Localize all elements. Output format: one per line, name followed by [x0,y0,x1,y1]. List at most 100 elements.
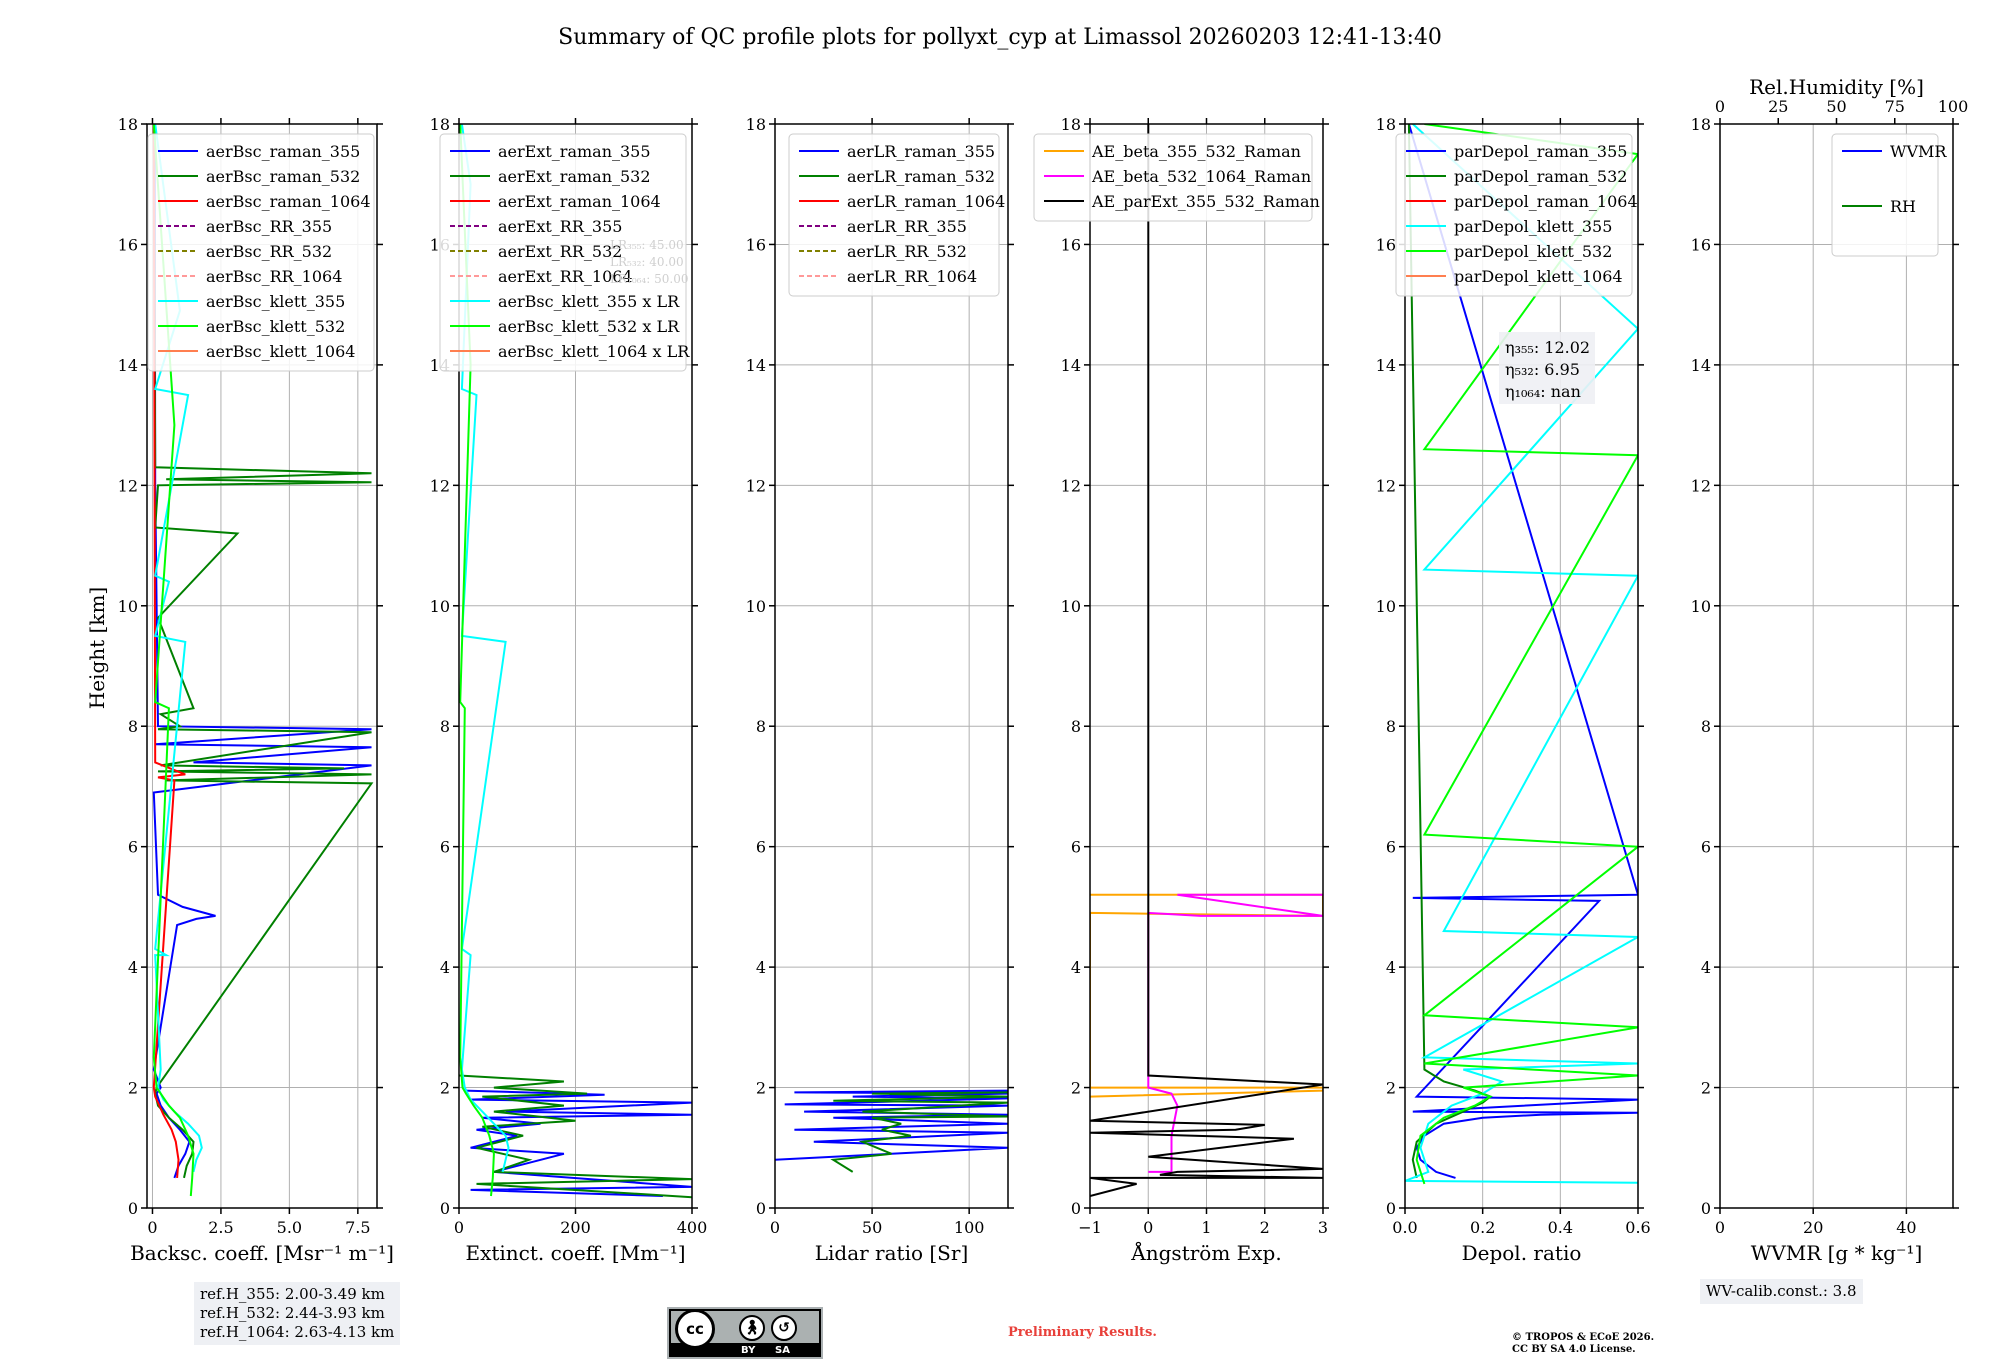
y-tick-label: 2 [1701,1079,1711,1098]
x-tick-label: 20 [1803,1218,1823,1237]
series-line-aerExt_raman_355 [464,1089,692,1197]
y-tick-label: 12 [118,476,138,495]
y-tick-label: 12 [1691,476,1711,495]
legend-box [788,133,1000,297]
series-group [459,124,692,1199]
y-tick-label: 4 [1386,958,1396,977]
y-tick-label: 16 [1376,235,1396,254]
y-tick-label: 4 [440,958,450,977]
ref-height-532: ref.H_532: 2.44-3.93 km [200,1304,385,1322]
eta-note: η₁₀₆₄: nan [1505,382,1581,401]
y-tick-label: 4 [1071,958,1081,977]
legend-label: aerLR_RR_1064 [847,267,977,286]
y-tick-label: 16 [1061,235,1081,254]
top-x-tick-label: 0 [1715,97,1725,116]
legend-label: aerLR_RR_532 [847,242,967,261]
legend-box [1395,133,1633,297]
y-tick-label: 18 [1061,115,1081,134]
legend-label: aerBsc_RR_532 [206,242,332,261]
y-tick-label: 6 [1386,838,1396,857]
y-tick-label: 0 [1071,1199,1081,1218]
legend-label: parDepol_klett_1064 [1454,267,1623,286]
panel-extinction: 0246810121416180200400Extinct. coeff. [M… [430,115,708,1265]
y-tick-label: 8 [756,717,766,736]
y-tick-label: 12 [1061,476,1081,495]
series-line-parDepol_klett_532 [1415,124,1638,1185]
legend-box [147,133,375,372]
lidar-ratio-note: LR₃₅₅: 45.00 [610,238,684,252]
y-tick-label: 6 [1701,838,1711,857]
legend-label: aerLR_raman_355 [847,142,995,161]
y-tick-label: 10 [118,597,138,616]
x-tick-label: −1 [1078,1218,1102,1237]
legend-label: RH [1890,197,1916,216]
series-group [1090,124,1323,1197]
y-tick-label: 6 [440,838,450,857]
legend-label: aerBsc_raman_355 [206,142,360,161]
by-person-icon: 🚶︎ [739,1315,765,1341]
legend-box [439,133,687,372]
y-tick-label: 16 [746,235,766,254]
axes-frame [146,123,378,1209]
x-tick-label: 5.0 [277,1218,302,1237]
x-tick-label: 50 [862,1218,882,1237]
legend-label: parDepol_raman_355 [1454,142,1627,161]
y-tick-label: 18 [430,115,450,134]
legend-label: aerBsc_klett_1064 x LR [498,342,690,361]
top-axis-label: Rel.Humidity [%] [1749,75,1924,99]
x-tick-label: 0 [770,1218,780,1237]
lidar-ratio-note: LR₁₀₆₄: 50.00 [610,272,688,286]
legend-label: AE_beta_532_1064_Raman [1091,167,1311,186]
series-line-aerBsc_raman_355 [152,124,372,1179]
x-tick-label: 0 [1143,1218,1153,1237]
legend-box [1831,133,1939,257]
legend-box [1033,133,1313,222]
cc-icon: cc [675,1309,715,1349]
cc-license-badge[interactable]: cc 🚶︎ ↺ BY SA [667,1307,823,1359]
x-tick-label: 0.2 [1470,1218,1495,1237]
y-tick-label: 10 [1376,597,1396,616]
y-tick-label: 14 [1376,356,1396,375]
series-group [152,124,374,1197]
eta-box [1499,332,1595,404]
y-tick-label: 10 [1691,597,1711,616]
legend-label: AE_beta_355_532_Raman [1091,142,1301,161]
y-tick-label: 8 [440,717,450,736]
series-line-aerBsc_klett_532 x LR [459,124,495,1197]
sa-share-icon: ↺ [771,1315,797,1341]
top-x-tick-label: 25 [1768,97,1788,116]
y-tick-label: 18 [1691,115,1711,134]
legend-label: parDepol_klett_532 [1454,242,1612,261]
y-tick-label: 8 [1386,717,1396,736]
x-tick-label: 0.4 [1548,1218,1573,1237]
y-tick-label: 8 [1701,717,1711,736]
y-tick-label: 6 [1071,838,1081,857]
x-tick-label: 3 [1318,1218,1328,1237]
legend-label: aerExt_raman_532 [498,167,651,186]
y-tick-label: 16 [118,235,138,254]
y-tick-label: 8 [128,717,138,736]
legend-label: aerBsc_RR_355 [206,217,332,236]
figure-title: Summary of QC profile plots for pollyxt_… [558,25,1442,50]
y-tick-label: 10 [746,597,766,616]
x-axis-label: WVMR [g * kg⁻¹] [1751,1241,1923,1265]
cc-by-label: BY [741,1345,756,1356]
legend-label: aerBsc_klett_355 [206,292,345,311]
legend-label: aerLR_raman_1064 [847,192,1005,211]
wv-calib-box: WV-calib.const.: 3.8 [1700,1279,1863,1304]
ref-height-355: ref.H_355: 2.00-3.49 km [200,1285,385,1303]
legend-label: aerBsc_RR_1064 [206,267,342,286]
legend-label: aerLR_RR_355 [847,217,967,236]
y-tick-label: 8 [1071,717,1081,736]
axes-frame [1719,123,1954,1209]
y-tick-label: 18 [746,115,766,134]
x-axis-label: Extinct. coeff. [Mm⁻¹] [465,1241,685,1265]
series-group [775,1089,1008,1173]
cc-sa-label: SA [775,1345,790,1356]
series-line-parDepol_klett_355 [1405,124,1638,1184]
x-tick-label: 0.6 [1625,1218,1650,1237]
y-tick-label: 12 [1376,476,1396,495]
series-group [1405,124,1638,1185]
